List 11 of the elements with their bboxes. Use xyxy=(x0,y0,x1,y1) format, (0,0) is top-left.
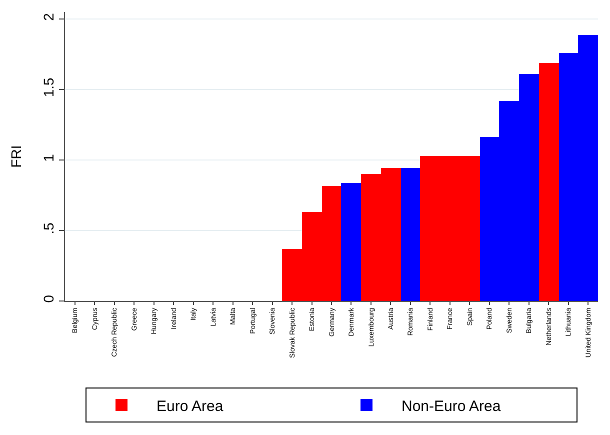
y-tick-label: 1 xyxy=(40,154,56,162)
legend-label: Euro Area xyxy=(156,398,224,415)
bar xyxy=(341,183,361,301)
y-tick-label: 1.5 xyxy=(40,78,56,98)
legend-label: Non-Euro Area xyxy=(402,398,502,415)
y-axis-title: FRI xyxy=(8,145,24,168)
y-tick-label: 2 xyxy=(40,12,56,21)
bar xyxy=(539,63,559,301)
y-tick-label: 0 xyxy=(40,294,56,303)
bar xyxy=(401,168,420,301)
y-tick-label: .5 xyxy=(40,222,56,234)
